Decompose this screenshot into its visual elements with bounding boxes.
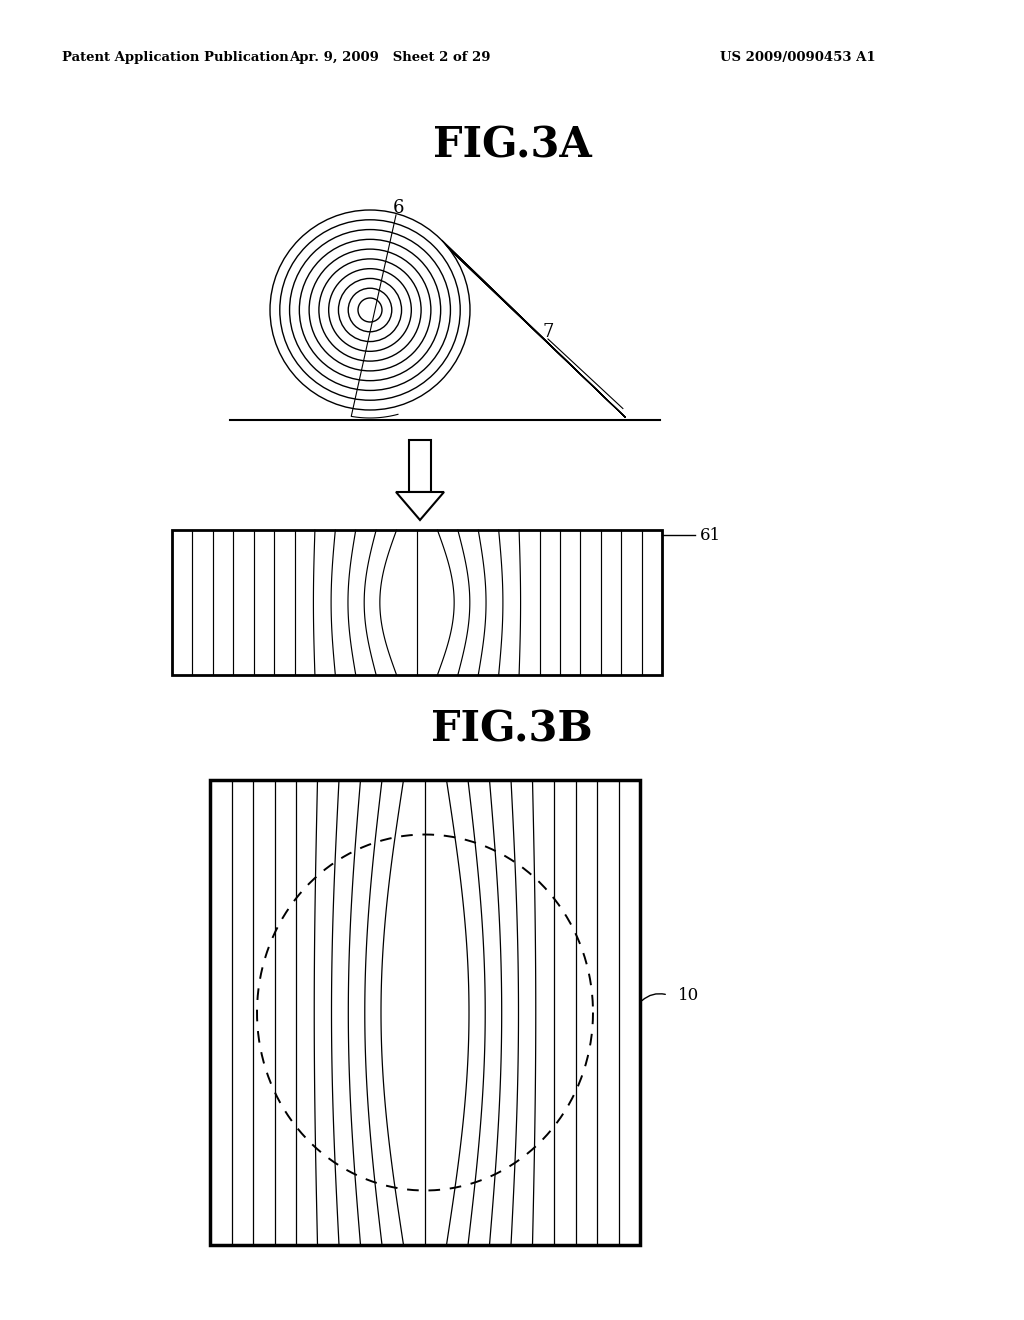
Text: FIG.3A: FIG.3A: [432, 124, 592, 166]
Text: 10: 10: [678, 986, 699, 1003]
Polygon shape: [396, 492, 444, 520]
Text: 61: 61: [700, 527, 721, 544]
Bar: [210, 780, 640, 1245]
Bar: [172, 531, 662, 675]
Text: 6: 6: [392, 199, 403, 216]
Text: 7: 7: [543, 323, 554, 341]
Text: FIG.3B: FIG.3B: [431, 709, 593, 751]
Bar: [409, 440, 431, 492]
Text: US 2009/0090453 A1: US 2009/0090453 A1: [720, 51, 876, 65]
Text: Patent Application Publication: Patent Application Publication: [62, 51, 289, 65]
Text: Apr. 9, 2009   Sheet 2 of 29: Apr. 9, 2009 Sheet 2 of 29: [289, 51, 490, 65]
